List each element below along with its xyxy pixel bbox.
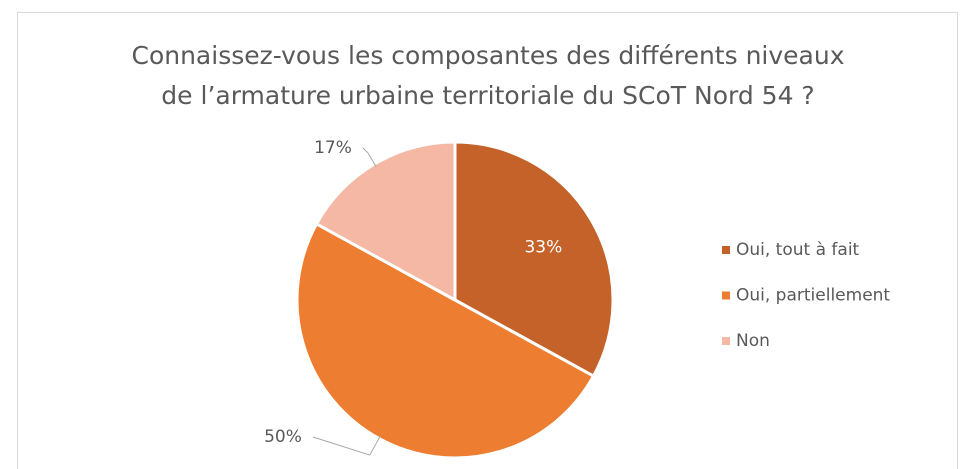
pie-slice	[453, 140, 615, 379]
legend-label: Oui, tout à fait	[736, 240, 860, 260]
data-label: 17%	[314, 138, 352, 158]
leader-line	[312, 435, 381, 456]
legend-swatch	[722, 246, 730, 254]
leader-line	[362, 147, 377, 167]
chart-title: Connaissez-vous les composantes des diff…	[131, 41, 844, 70]
data-label: 50%	[264, 427, 302, 447]
legend-swatch	[722, 291, 730, 300]
data-label: 33%	[524, 238, 562, 258]
legend-label: Oui, partiellement	[736, 286, 890, 306]
legend-swatch	[722, 337, 730, 345]
legend-label: Non	[736, 331, 770, 351]
chart-title: de l’armature urbaine territoriale du SC…	[161, 81, 814, 110]
